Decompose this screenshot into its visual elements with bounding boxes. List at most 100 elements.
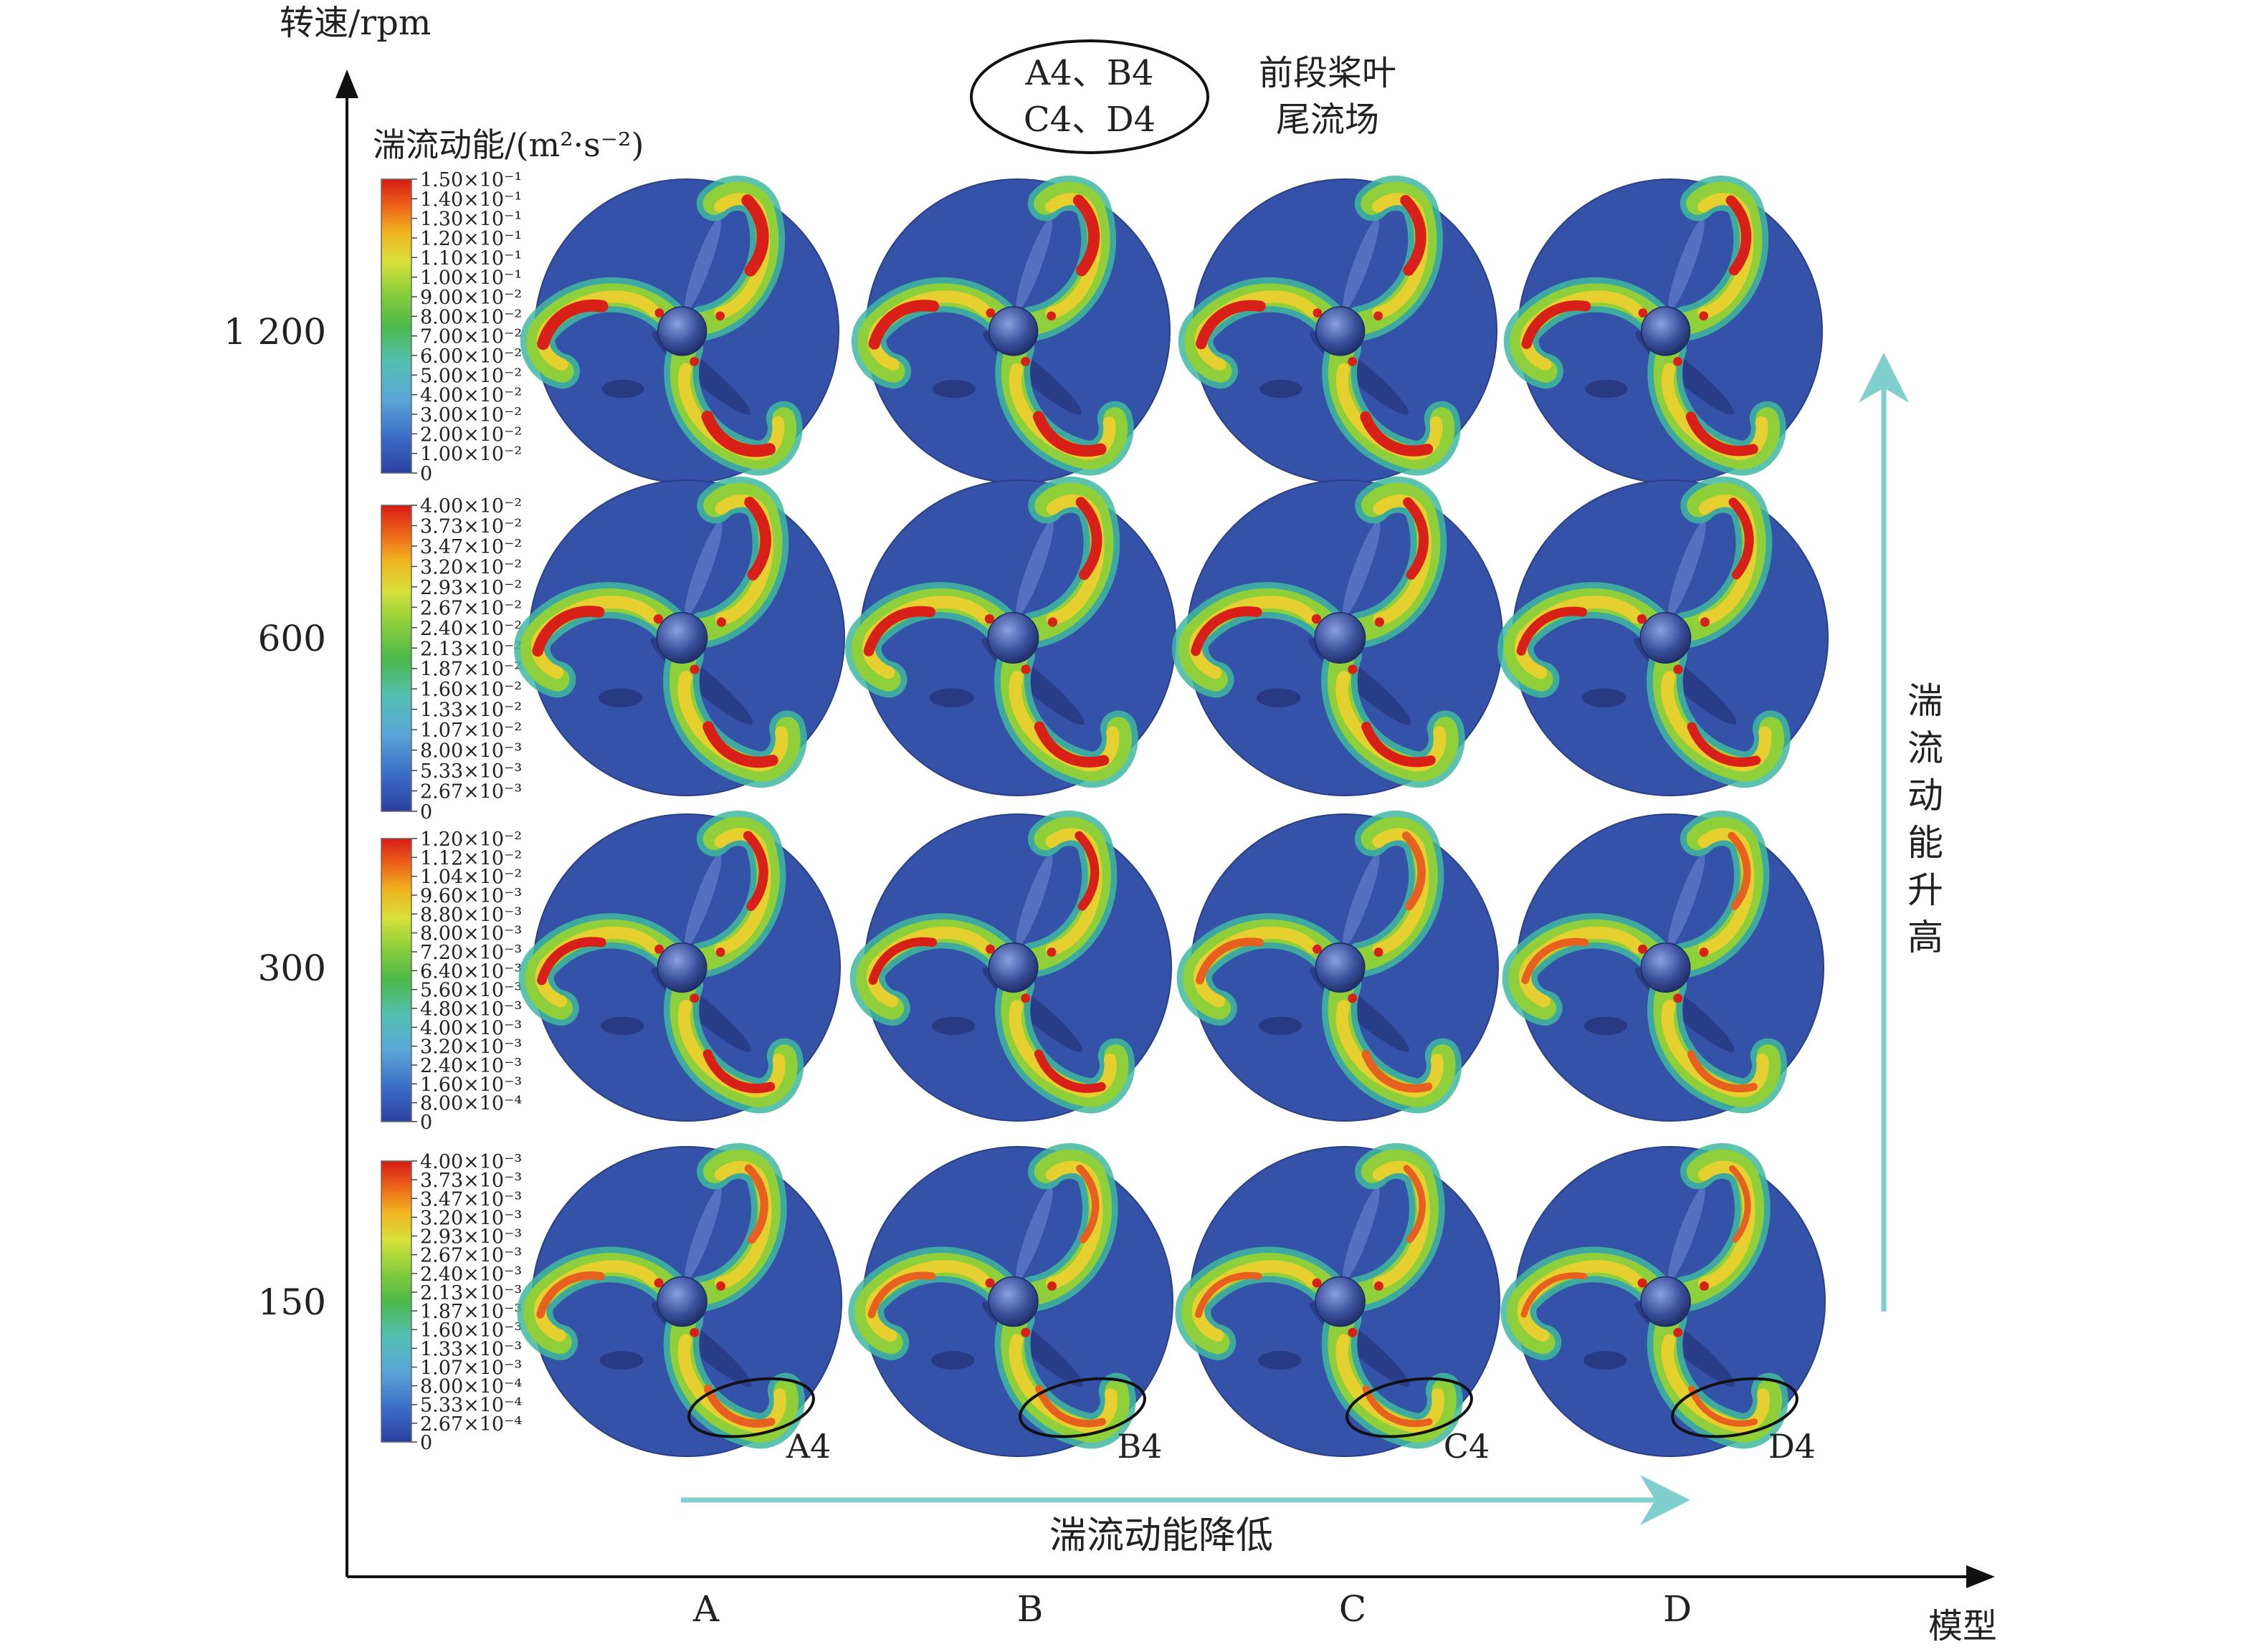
wake-arm (995, 967, 1135, 1114)
colorbar-tick-label: 2.13×10⁻² (420, 638, 522, 660)
colorbar-tick-label: 3.00×10⁻² (420, 404, 522, 426)
colorbar-tick-label: 1.07×10⁻³ (420, 1357, 522, 1379)
colorbar-tick-label: 1.20×10⁻² (420, 829, 522, 851)
wake-arm (1015, 1143, 1118, 1312)
row-speed-label: 150 (258, 1281, 326, 1323)
blade-shadow (1258, 1351, 1302, 1370)
blade-shadow (601, 1016, 644, 1036)
colorbar-tick-label: 1.87×10⁻³ (420, 1301, 522, 1323)
blade-shadow (1343, 854, 1380, 947)
column-model-label: D (1663, 1588, 1692, 1630)
row-speed-label: 1 200 (224, 311, 326, 353)
hub-hotspot (716, 1281, 726, 1291)
colorbar-tick-label: 2.67×10⁻³ (420, 781, 522, 803)
contour-disc (1172, 476, 1503, 796)
hub-hotspot (654, 944, 664, 954)
hub-hotspot (984, 614, 994, 624)
colorbar-tick-label: 0 (420, 801, 432, 823)
wake-arm (684, 811, 786, 978)
contour-disc (1176, 811, 1499, 1122)
disc-tag: A4 (786, 1427, 832, 1466)
header-ellipse (970, 39, 1209, 154)
wake-arm (1322, 967, 1462, 1114)
propeller-hub (1315, 306, 1366, 356)
hub-hotspot (690, 664, 700, 674)
contour-disc (514, 476, 845, 796)
header-line-2: 尾流场 (1276, 100, 1379, 140)
highlight-ellipse (687, 1377, 815, 1438)
arrow-up-label-char: 湍 (1907, 680, 1943, 722)
wake-arm (1175, 1246, 1348, 1360)
blade-shadow (685, 1186, 722, 1281)
contour-disc (517, 1143, 842, 1457)
hub-hotspot (1673, 1327, 1683, 1337)
wake-arm (1647, 967, 1787, 1114)
hub-hotspot (1021, 357, 1030, 366)
blade-shadow (932, 1016, 976, 1036)
contour-disc (845, 476, 1176, 796)
colorbar-tick-label: 6.00×10⁻² (420, 345, 522, 368)
blade-shadow (1016, 218, 1052, 310)
wake-arm (1342, 176, 1444, 341)
blade-shadow (598, 688, 643, 707)
hub-hotspot (654, 308, 664, 317)
colorbar-tick-label: 2.13×10⁻³ (420, 1282, 522, 1304)
colorbar-tick-label: 5.60×10⁻³ (420, 980, 522, 1002)
hub-hotspot (654, 1278, 664, 1288)
colorbar-tick-label: 1.30×10⁻¹ (420, 209, 522, 231)
colorbar-tick-label: 5.33×10⁻⁴ (420, 1395, 522, 1417)
colorbar-tick-label: 1.60×10⁻³ (420, 1074, 522, 1096)
hub-hotspot (1638, 308, 1648, 317)
contour-disc (848, 1143, 1173, 1457)
colorbar-tick-label: 2.40×10⁻² (420, 618, 522, 640)
wake-arm (664, 330, 803, 476)
hub-hotspot (1374, 1281, 1383, 1291)
wake-arm (1015, 811, 1118, 978)
hub-hotspot (986, 308, 996, 317)
hub-hotspot (653, 614, 664, 624)
colorbar-tick-label: 3.20×10⁻³ (420, 1036, 522, 1059)
contour-disc (518, 811, 841, 1122)
arrow-up-label-char: 升 (1907, 869, 1943, 911)
wake-arm (995, 330, 1134, 476)
hub-hotspot (985, 1278, 995, 1288)
blade-shadow (1259, 379, 1302, 398)
hub-hotspot (1312, 1278, 1322, 1288)
axes: 转速/rpm 模型 (280, 3, 1997, 1646)
colorbar-tick-label: 0 (420, 1112, 432, 1134)
colorbar-tick-label: 4.00×10⁻² (420, 385, 522, 407)
colorbar-gradient (381, 838, 412, 1122)
colorbar-tick-label: 1.60×10⁻³ (420, 1319, 522, 1342)
blade-shadow (1668, 1186, 1705, 1281)
propeller-hub (1639, 612, 1692, 664)
contour-grid (514, 176, 1829, 1457)
colorbar-tick-label: 2.00×10⁻² (420, 424, 522, 446)
contour-disc (849, 811, 1172, 1122)
wake-arm (520, 277, 690, 389)
hub-hotspot (1047, 1281, 1057, 1291)
propeller-hub (1640, 1276, 1691, 1327)
hub-hotspot (1021, 993, 1031, 1003)
hub-hotspot (715, 947, 725, 958)
hub-hotspot (1637, 614, 1647, 624)
blade-shadow (1668, 520, 1706, 616)
row-labels: 1 200 600 300 150 (224, 311, 326, 1323)
wake-arm (1178, 277, 1348, 389)
hub-hotspot (1673, 993, 1683, 1003)
wake-arm (848, 1246, 1021, 1360)
hub-hotspot (1699, 311, 1708, 321)
colorbar-tick-label: 4.00×10⁻³ (420, 1151, 522, 1173)
colorbar-tick-label: 4.00×10⁻² (420, 495, 522, 517)
hub-hotspot (1373, 311, 1383, 321)
wake-arm (684, 176, 786, 341)
colorbar-tick-label: 1.10×10⁻¹ (420, 247, 522, 269)
blade-shadow (1016, 1186, 1053, 1281)
wake-arm (684, 476, 789, 649)
colorbar-tick-label: 3.73×10⁻³ (420, 1170, 522, 1192)
blade-shadow (685, 520, 723, 616)
contour-disc (1500, 1143, 1826, 1457)
wake-arm (994, 637, 1138, 788)
disc-tag: C4 (1444, 1427, 1490, 1466)
blade-shadow (1668, 218, 1705, 310)
